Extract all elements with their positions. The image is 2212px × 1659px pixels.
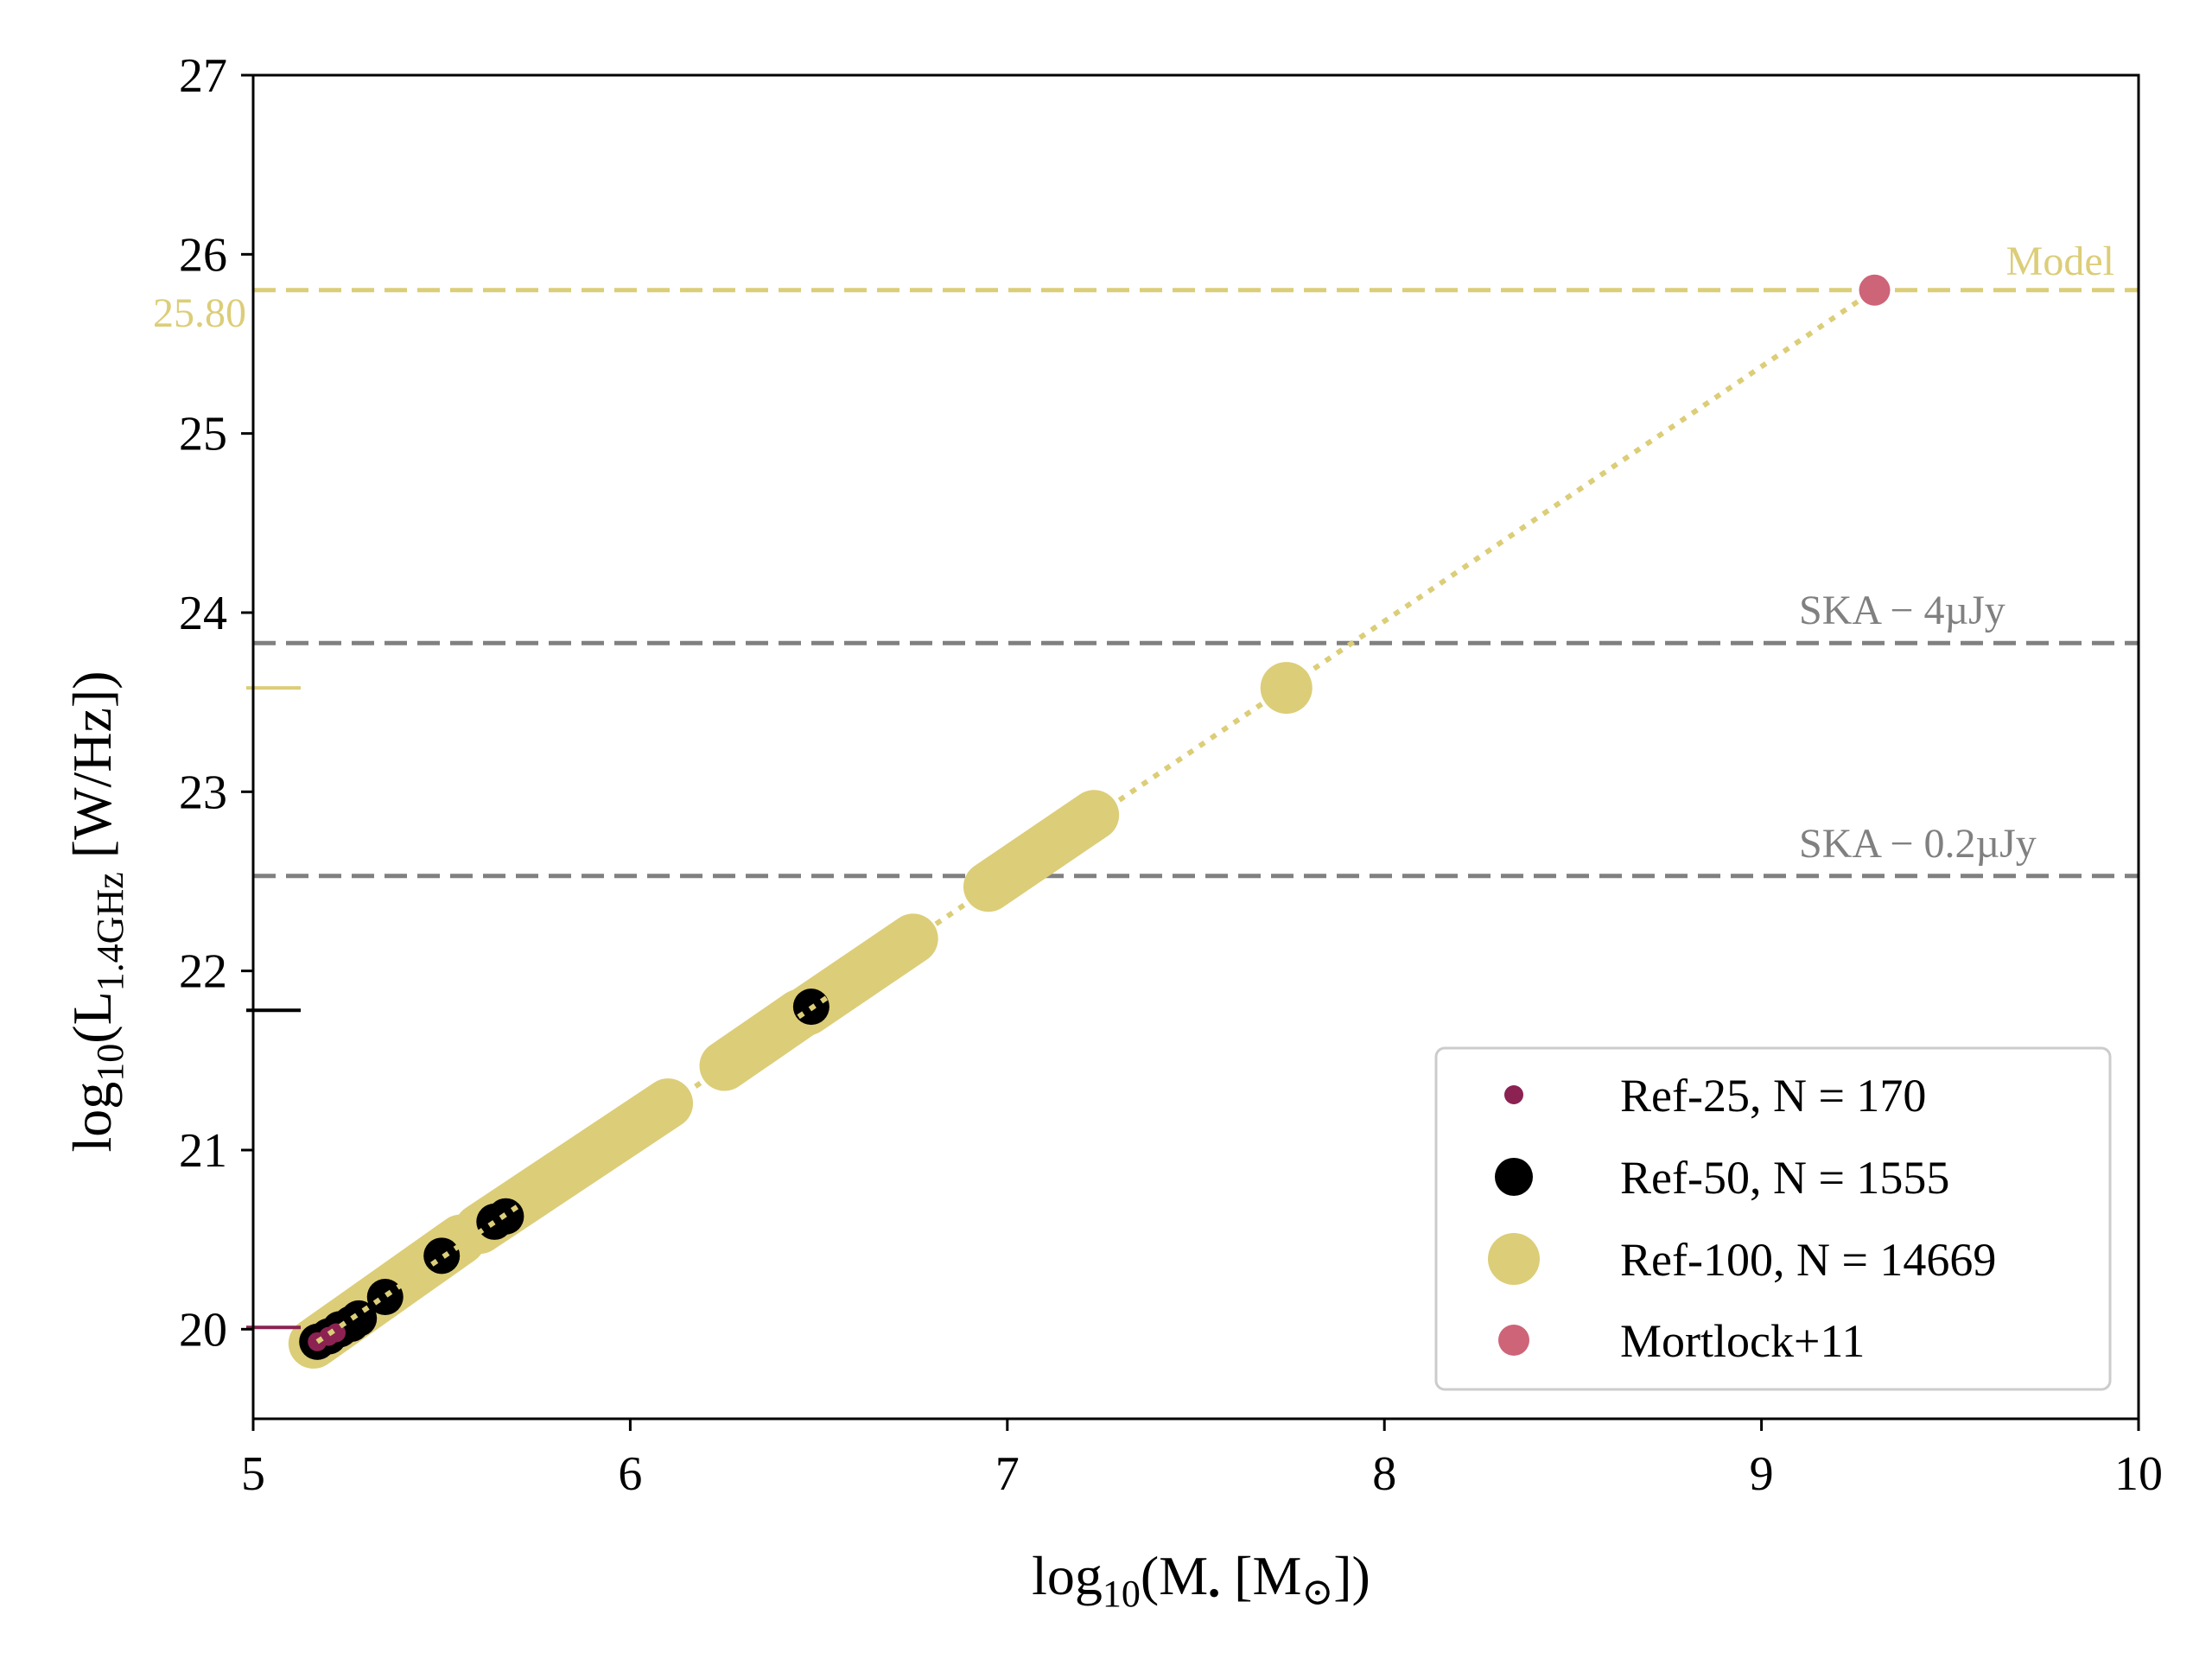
ref100-point-0 (1260, 662, 1313, 715)
legend-marker-ref25 (1504, 1085, 1523, 1104)
legend-frame (1434, 1046, 2112, 1391)
y-axis-label: log10(L1.4GHz [W/Hz]) (61, 671, 131, 1152)
model-value-label: 25.80 (153, 290, 246, 336)
x-axis-label: log10(M• [M⊙]) (1032, 1545, 1370, 1615)
x-tick-label-1: 6 (618, 1447, 642, 1501)
x-axis: 5 6 7 8 9 10 (241, 1419, 2163, 1501)
x-tick-label-2: 7 (995, 1447, 1020, 1501)
legend: Ref-25, N = 170 Ref-50, N = 1555 Ref-100… (1434, 1046, 2112, 1391)
plot-area: Model 25.80 SKA − 4µJy SKA − 0.2µJy (153, 73, 2140, 1421)
x-tick-label-3: 8 (1372, 1447, 1396, 1501)
plot-content (253, 274, 2139, 1369)
y-tick-label-5: 25 (179, 408, 227, 461)
y-tick-label-2: 22 (179, 945, 227, 999)
mortlock-point-0 (1859, 274, 1891, 306)
legend-marker-ref100 (1488, 1233, 1540, 1285)
y-tick-label-3: 23 (179, 766, 227, 819)
x-tick-label-0: 5 (241, 1447, 265, 1501)
y-tick-label-7: 27 (179, 49, 227, 103)
legend-label-ref25: Ref-25, N = 170 (1620, 1070, 1926, 1122)
ref25-point-2 (327, 1323, 346, 1343)
ska-02ujy-label: SKA − 0.2µJy (1799, 821, 2037, 867)
y-tick-label-6: 26 (179, 228, 227, 282)
legend-marker-ref50 (1495, 1158, 1533, 1196)
y-tick-label-0: 20 (179, 1303, 227, 1357)
plot-frame (251, 73, 2140, 1421)
legend-label-ref100: Ref-100, N = 14669 (1620, 1234, 1996, 1286)
y-tick-label-1: 21 (179, 1124, 227, 1178)
legend-label-ref50: Ref-50, N = 1555 (1620, 1152, 1949, 1204)
ska-4ujy-label: SKA − 4µJy (1799, 588, 2005, 633)
y-tick-label-4: 24 (179, 587, 227, 640)
legend-label-mortlock: Mortlock+11 (1620, 1315, 1865, 1367)
legend-marker-mortlock (1498, 1325, 1529, 1356)
fit-line (315, 288, 1877, 1344)
y-axis: 20 21 22 23 24 25 26 27 (179, 49, 253, 1357)
ref50-point-5 (366, 1279, 404, 1316)
x-tick-label-5: 10 (2114, 1447, 2163, 1501)
model-line-label: Model (2006, 238, 2114, 284)
x-tick-label-4: 9 (1750, 1447, 1774, 1501)
ref50-point-6 (423, 1237, 461, 1274)
